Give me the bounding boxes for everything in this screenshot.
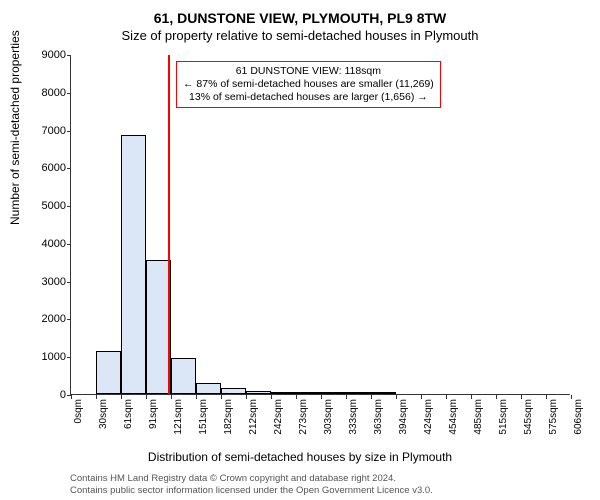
x-tick-label: 182sqm — [223, 399, 234, 439]
x-tick-label: 91sqm — [148, 399, 159, 439]
footer-line-1: Contains HM Land Registry data © Crown c… — [70, 473, 433, 484]
x-tick-label: 333sqm — [348, 399, 359, 439]
y-tick-label: 4000 — [16, 238, 66, 250]
x-tick-label: 151sqm — [198, 399, 209, 439]
x-tick-label: 303sqm — [323, 399, 334, 439]
histogram-bar — [121, 135, 146, 394]
x-tick-label: 212sqm — [248, 399, 259, 439]
histogram-bar — [371, 392, 396, 394]
x-tick-mark — [396, 395, 397, 399]
annotation-line: 13% of semi-detached houses are larger (… — [183, 91, 434, 104]
x-tick-label: 424sqm — [423, 399, 434, 439]
histogram-bar — [96, 351, 121, 394]
y-tick-mark — [67, 93, 71, 94]
x-tick-mark — [546, 395, 547, 399]
x-tick-label: 363sqm — [373, 399, 384, 439]
y-tick-mark — [67, 206, 71, 207]
annotation-box: 61 DUNSTONE VIEW: 118sqm← 87% of semi-de… — [176, 61, 441, 108]
histogram-bar — [196, 383, 221, 394]
x-tick-label: 606sqm — [573, 399, 584, 439]
x-tick-label: 30sqm — [98, 399, 109, 439]
x-tick-mark — [121, 395, 122, 399]
x-tick-mark — [371, 395, 372, 399]
annotation-line: ← 87% of semi-detached houses are smalle… — [183, 78, 434, 91]
page-subtitle: Size of property relative to semi-detach… — [0, 26, 600, 45]
x-tick-mark — [221, 395, 222, 399]
x-tick-label: 61sqm — [123, 399, 134, 439]
x-tick-mark — [496, 395, 497, 399]
x-tick-mark — [421, 395, 422, 399]
y-tick-mark — [67, 357, 71, 358]
y-tick-mark — [67, 55, 71, 56]
x-tick-label: 242sqm — [273, 399, 284, 439]
y-tick-mark — [67, 168, 71, 169]
histogram-bar — [296, 392, 321, 394]
x-tick-mark — [196, 395, 197, 399]
histogram-bar — [146, 260, 171, 394]
y-tick-label: 3000 — [16, 276, 66, 288]
x-tick-label: 545sqm — [523, 399, 534, 439]
y-tick-label: 7000 — [16, 125, 66, 137]
histogram-bar — [171, 358, 196, 394]
x-tick-mark — [96, 395, 97, 399]
x-tick-mark — [71, 395, 72, 399]
histogram-bar — [221, 388, 246, 394]
page-title: 61, DUNSTONE VIEW, PLYMOUTH, PL9 8TW — [0, 0, 600, 26]
y-tick-label: 6000 — [16, 162, 66, 174]
x-tick-mark — [521, 395, 522, 399]
x-tick-mark — [146, 395, 147, 399]
y-tick-label: 5000 — [16, 200, 66, 212]
property-marker-line — [168, 55, 170, 394]
x-tick-mark — [271, 395, 272, 399]
y-tick-label: 8000 — [16, 87, 66, 99]
x-tick-mark — [171, 395, 172, 399]
x-tick-mark — [321, 395, 322, 399]
x-tick-mark — [246, 395, 247, 399]
x-tick-mark — [446, 395, 447, 399]
histogram-bar — [346, 392, 371, 394]
annotation-line: 61 DUNSTONE VIEW: 118sqm — [183, 65, 434, 78]
x-tick-label: 273sqm — [298, 399, 309, 439]
x-tick-label: 394sqm — [398, 399, 409, 439]
footer-line-2: Contains public sector information licen… — [70, 485, 433, 496]
y-tick-mark — [67, 131, 71, 132]
x-axis-label: Distribution of semi-detached houses by … — [0, 450, 600, 464]
plot-region: 01000200030004000500060007000800090000sq… — [70, 55, 570, 395]
x-tick-label: 485sqm — [473, 399, 484, 439]
x-tick-mark — [346, 395, 347, 399]
histogram-bar — [246, 391, 271, 394]
y-tick-mark — [67, 244, 71, 245]
histogram-bar — [271, 392, 296, 394]
histogram-bar — [321, 392, 346, 394]
footer-attribution: Contains HM Land Registry data © Crown c… — [70, 473, 433, 496]
y-tick-label: 1000 — [16, 351, 66, 363]
y-tick-mark — [67, 282, 71, 283]
y-tick-label: 9000 — [16, 49, 66, 61]
x-tick-mark — [471, 395, 472, 399]
y-tick-mark — [67, 319, 71, 320]
x-tick-mark — [571, 395, 572, 399]
x-tick-label: 515sqm — [498, 399, 509, 439]
x-tick-label: 121sqm — [173, 399, 184, 439]
y-tick-label: 0 — [16, 389, 66, 401]
x-tick-label: 575sqm — [548, 399, 559, 439]
x-tick-label: 0sqm — [73, 399, 84, 439]
y-tick-label: 2000 — [16, 313, 66, 325]
x-tick-label: 454sqm — [448, 399, 459, 439]
x-tick-mark — [296, 395, 297, 399]
chart-area: 01000200030004000500060007000800090000sq… — [70, 55, 570, 395]
